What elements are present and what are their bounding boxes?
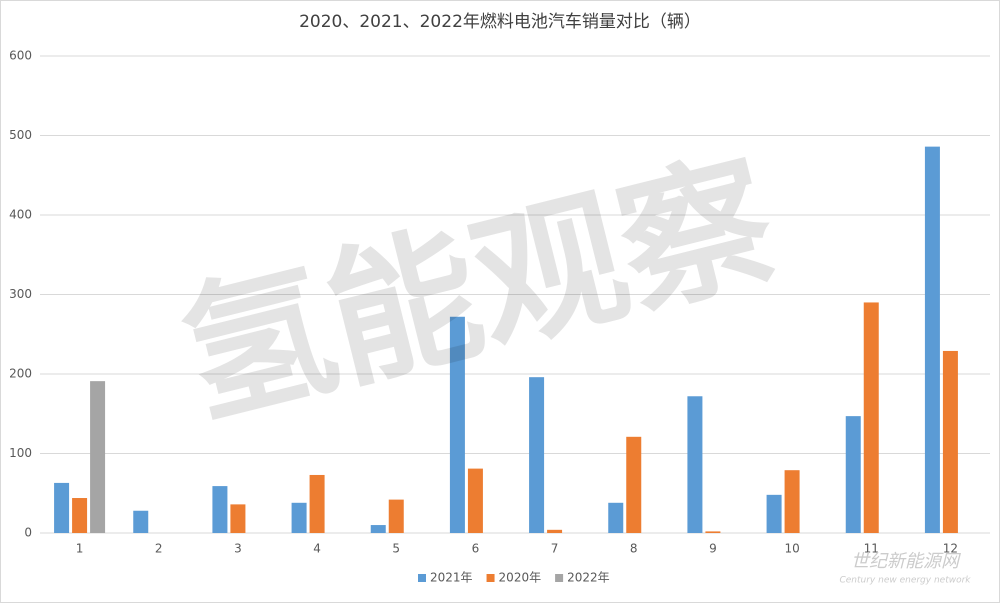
- bar: [291, 502, 307, 533]
- y-tick-label: 0: [24, 526, 32, 540]
- x-tick-label: 7: [551, 542, 559, 556]
- bar: [845, 416, 861, 533]
- bar: [942, 350, 958, 533]
- y-tick-label: 300: [9, 287, 32, 301]
- bar: [370, 525, 386, 533]
- legend-label: 2020年: [499, 571, 542, 585]
- x-tick-label: 6: [472, 542, 480, 556]
- x-tick-label: 8: [630, 542, 638, 556]
- bar: [547, 529, 563, 533]
- y-tick-label: 400: [9, 208, 32, 222]
- x-tick-label: 4: [313, 542, 321, 556]
- x-tick-label: 1: [76, 542, 84, 556]
- bar: [72, 498, 88, 533]
- legend-label: 2021年: [430, 571, 473, 585]
- bar: [449, 316, 465, 533]
- y-tick-label: 600: [9, 49, 32, 63]
- legend-label: 2022年: [567, 571, 610, 585]
- bar: [766, 494, 782, 533]
- bar: [90, 381, 106, 533]
- x-tick-label: 11: [864, 542, 879, 556]
- bar: [529, 377, 545, 533]
- bar: [54, 482, 70, 533]
- bar: [212, 486, 228, 533]
- x-tick-label: 3: [234, 542, 242, 556]
- x-tick-label: 12: [943, 542, 958, 556]
- bar: [133, 510, 149, 533]
- bar: [705, 531, 721, 533]
- logo-subtitle: Century new energy network: [839, 576, 971, 586]
- y-tick-label: 200: [9, 367, 32, 381]
- x-tick-label: 2: [155, 542, 163, 556]
- bar: [309, 474, 325, 533]
- bar: [626, 436, 642, 533]
- bar: [608, 502, 624, 533]
- bar: [467, 468, 483, 533]
- legend-swatch: [486, 574, 495, 582]
- x-tick-label: 9: [709, 542, 717, 556]
- legend-swatch: [555, 574, 564, 582]
- legend-swatch: [418, 574, 426, 582]
- bar: [784, 470, 800, 533]
- bar: [863, 302, 879, 533]
- bar: [687, 396, 703, 533]
- y-tick-label: 100: [9, 446, 32, 460]
- logo: 世纪新能源网: [851, 551, 961, 572]
- x-tick-label: 10: [784, 542, 799, 556]
- bar: [924, 146, 940, 533]
- bar: [230, 504, 246, 533]
- y-tick-label: 500: [9, 128, 32, 142]
- x-tick-label: 5: [392, 542, 400, 556]
- bar: [388, 499, 404, 533]
- chart-title: 2020、2021、2022年燃料电池汽车销量对比（辆）: [299, 12, 701, 32]
